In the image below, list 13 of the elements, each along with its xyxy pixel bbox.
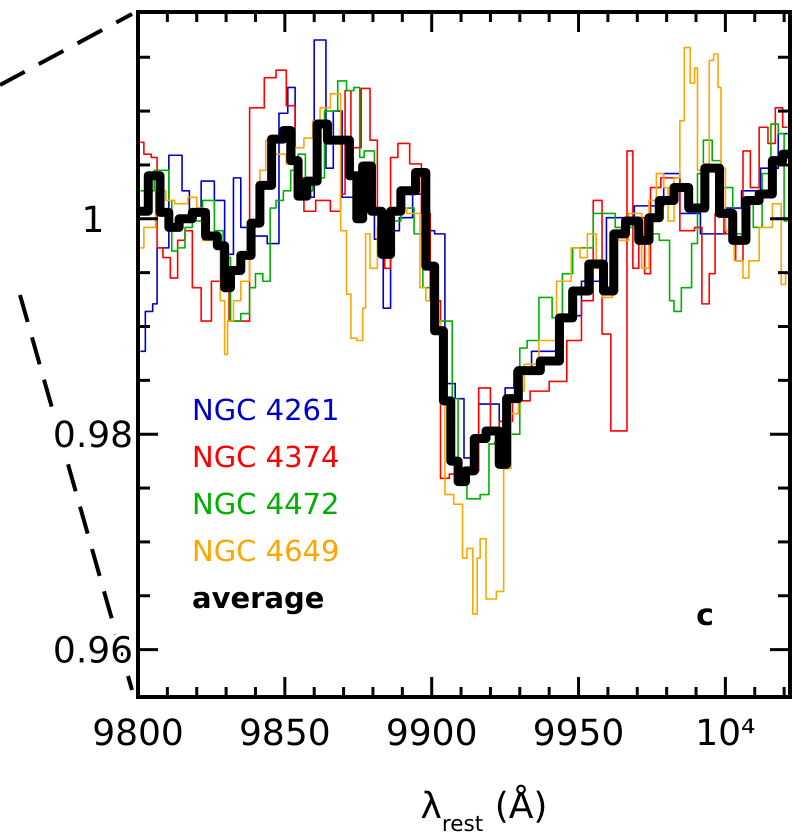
x-axis-title: λ$_{rest}$ (Å): [420, 784, 548, 834]
text: NGC 4261: [192, 393, 340, 427]
x-tick-label: 9950: [532, 713, 624, 754]
text: NGC 4649: [192, 534, 340, 568]
x-tick-label: 9850: [239, 713, 331, 754]
x-tick-label: 9800: [92, 713, 184, 754]
text: NGC 4374: [192, 440, 340, 474]
x-tick-label: 10⁴: [695, 713, 756, 754]
annotation: c: [696, 598, 714, 633]
text: average: [192, 581, 324, 615]
y-tick-label: 1: [82, 200, 104, 241]
x-tick-label: 9900: [386, 713, 478, 754]
text: NGC 4472: [192, 487, 340, 521]
